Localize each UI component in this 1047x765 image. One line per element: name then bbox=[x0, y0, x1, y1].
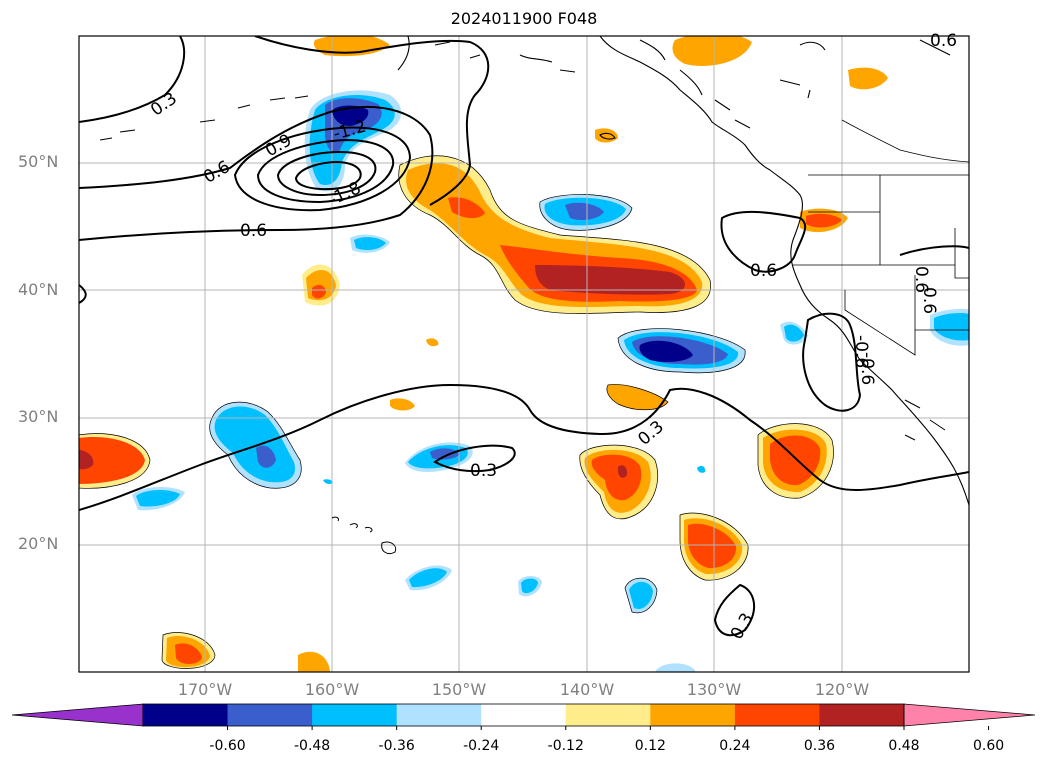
lon-label-120w: 120°W bbox=[814, 680, 870, 699]
lat-label-40n: 40°N bbox=[18, 280, 59, 299]
colorbar-tick-label: -0.36 bbox=[378, 738, 415, 754]
colorbar-tick-label: -0.12 bbox=[547, 738, 584, 754]
coastlines bbox=[99, 36, 969, 506]
colorbar-extend-high bbox=[903, 703, 1036, 727]
positive-anomaly-regions bbox=[79, 36, 888, 672]
lat-label-20n: 20°N bbox=[18, 534, 59, 553]
state-borders bbox=[793, 119, 969, 356]
colorbar-tick-label: 0.48 bbox=[888, 738, 920, 754]
colorbar-tick-label: 0.36 bbox=[803, 738, 836, 754]
map-title: 2024011900 F048 bbox=[450, 9, 598, 28]
colorbar-swatch bbox=[734, 704, 820, 726]
colorbar-tick-label: 0.24 bbox=[719, 738, 751, 754]
contour-label: 0.3 bbox=[470, 461, 497, 481]
contour-label: 0.3 bbox=[147, 89, 181, 121]
colorbar-swatch bbox=[312, 704, 398, 726]
contour-label: 0.6 bbox=[911, 266, 931, 293]
colorbar-frame bbox=[142, 703, 905, 727]
colorbar-tick-label: 0.60 bbox=[972, 738, 1005, 754]
colorbar-tick-label: -0.48 bbox=[293, 738, 331, 754]
anomaly-contours bbox=[79, 36, 969, 637]
map-frame bbox=[78, 35, 970, 673]
islands bbox=[331, 399, 946, 555]
shading-outlines bbox=[79, 155, 834, 669]
contour-label: 0.3 bbox=[634, 417, 668, 450]
colorbar-swatch bbox=[143, 704, 229, 726]
lon-label-140w: 140°W bbox=[559, 680, 615, 699]
colorbar-swatch bbox=[650, 704, 736, 726]
colorbar-swatch bbox=[481, 704, 567, 726]
lon-label-170w: 170°W bbox=[177, 680, 233, 699]
contour-label: 0.6 bbox=[919, 287, 939, 314]
colorbar-tick-label: 0.12 bbox=[634, 738, 666, 754]
contour-label: -0.6 bbox=[857, 352, 877, 385]
contour-label: 0.6 bbox=[930, 31, 957, 51]
lat-label-30n: 30°N bbox=[18, 407, 59, 426]
lat-label-50n: 50°N bbox=[18, 152, 59, 171]
lon-label-130w: 130°W bbox=[686, 680, 742, 699]
graticule bbox=[79, 36, 969, 672]
colorbar-extend-low bbox=[11, 703, 144, 727]
colorbar-tick-label: -0.24 bbox=[463, 738, 500, 754]
lon-label-150w: 150°W bbox=[431, 680, 487, 699]
negative-anomaly-regions bbox=[132, 90, 969, 672]
colorbar-swatch bbox=[819, 704, 905, 726]
contour-label: 0.6 bbox=[240, 221, 267, 241]
lon-label-160w: 160°W bbox=[304, 680, 360, 699]
contour-label: 0.9 bbox=[262, 130, 295, 161]
colorbar-swatch bbox=[396, 704, 482, 726]
contour-label: -0.6 bbox=[851, 335, 871, 368]
colorbar-swatch bbox=[565, 704, 651, 726]
colorbar-tick-label: -0.60 bbox=[209, 738, 246, 754]
contour-labels: 0.3 0.9 0.6 -1.2 -1.8 0.6 0.6 0.6 -0.6 0… bbox=[147, 31, 957, 643]
colorbar-swatch bbox=[227, 704, 313, 726]
colorbar bbox=[11, 703, 1036, 730]
contour-label: 0.6 bbox=[750, 261, 777, 281]
